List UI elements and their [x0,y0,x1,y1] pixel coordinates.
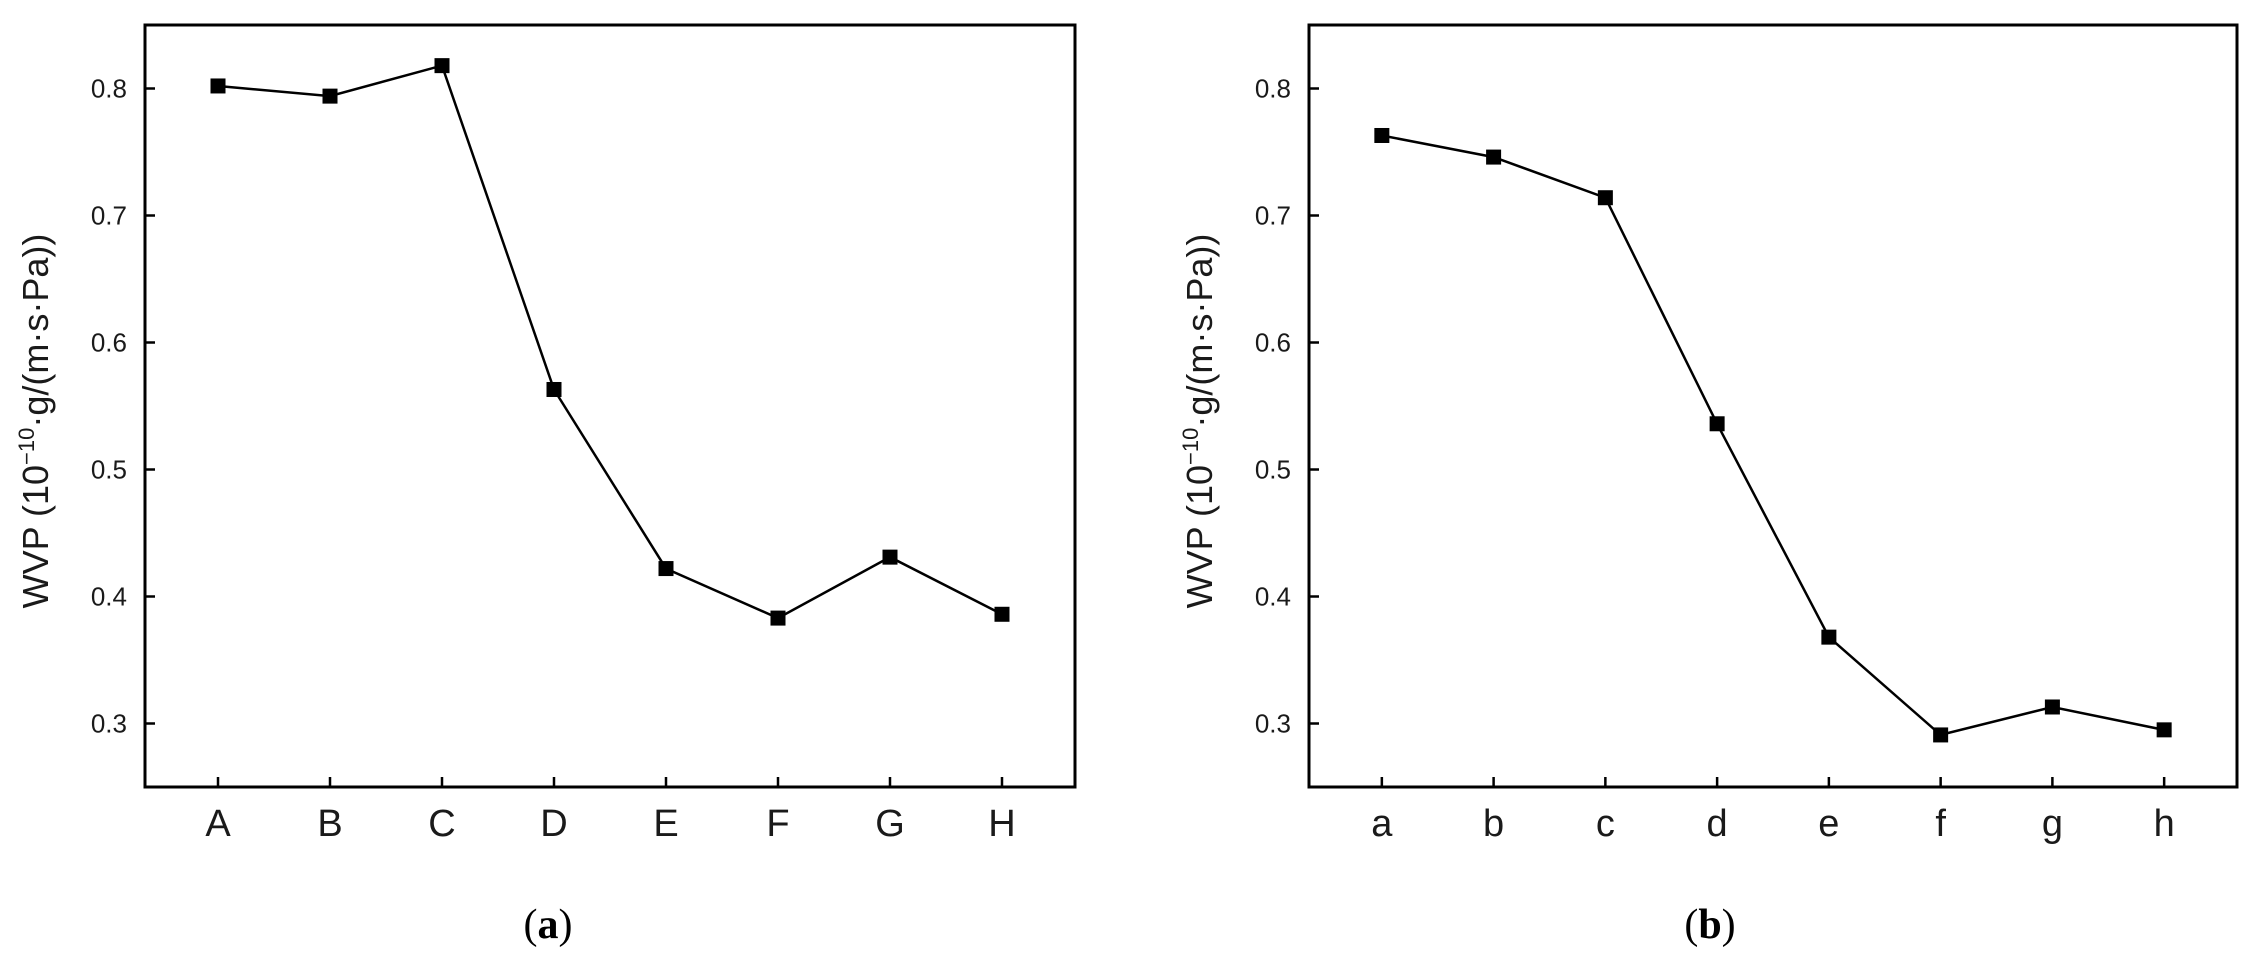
y-tick-label: 0.6 [1255,328,1291,358]
y-tick-label: 0.3 [91,709,127,739]
y-tick-label: 0.4 [1255,582,1291,612]
x-tick-label: C [428,803,455,845]
data-point [2044,699,2060,715]
y-axis-title: WVP (10−10·g/(m·s·Pa)) [14,234,56,609]
x-tick-label: a [1371,803,1393,845]
data-point [1821,629,1837,645]
chart-panel-a: 0.3 0.4 0.5 0.6 0.7 0.8 A B C D E F G H WVP (10−10·g/(… [14,23,1077,948]
y-tick-label: 0.8 [1255,74,1291,104]
y-tick-label: 0.3 [1255,709,1291,739]
x-tick-label: b [1483,803,1504,845]
data-point [434,58,450,74]
data-point [1933,727,1949,743]
y-tick-label: 0.5 [91,455,127,485]
plot-frame [1307,23,2239,789]
x-tick-label: H [988,803,1015,845]
x-tick-label: e [1818,803,1839,845]
data-point [882,549,898,565]
x-tick-label: h [2154,803,2175,845]
data-point [770,610,786,626]
data-point [546,381,562,397]
data-point [1486,149,1502,165]
data-point [210,78,226,94]
data-point [658,561,674,577]
data-point [994,606,1010,622]
x-tick-label: A [205,803,231,845]
x-tick-label: E [653,803,678,845]
y-tick-label: 0.5 [1255,455,1291,485]
x-tick-label: f [1935,803,1946,845]
y-tick-label: 0.8 [91,74,127,104]
data-point [322,88,338,104]
x-tick-label: c [1596,803,1615,845]
x-tick-label: g [2042,803,2063,845]
panel-label: (b) [1684,902,1735,948]
y-tick-label: 0.7 [1255,201,1291,231]
x-tick-label: G [875,803,905,845]
y-tick-label: 0.6 [91,328,127,358]
y-tick-label: 0.4 [91,582,127,612]
series-line [217,64,1003,620]
y-tick-label: 0.7 [91,201,127,231]
x-tick-label: d [1707,803,1728,845]
data-point [1597,190,1613,206]
series-line [1381,134,2165,737]
data-point [1709,416,1725,432]
chart-panel-b: 0.3 0.4 0.5 0.6 0.7 0.8 a b c d e f g h WVP (10−10·g/(… [1178,23,2239,948]
data-point [1374,127,1390,143]
y-axis-title: WVP (10−10·g/(m·s·Pa)) [1178,234,1220,609]
x-tick-label: F [766,803,789,845]
data-point [2156,722,2172,738]
panel-label: (a) [524,902,573,948]
x-tick-label: B [317,803,342,845]
x-tick-label: D [540,803,567,845]
plot-frame [143,23,1077,789]
